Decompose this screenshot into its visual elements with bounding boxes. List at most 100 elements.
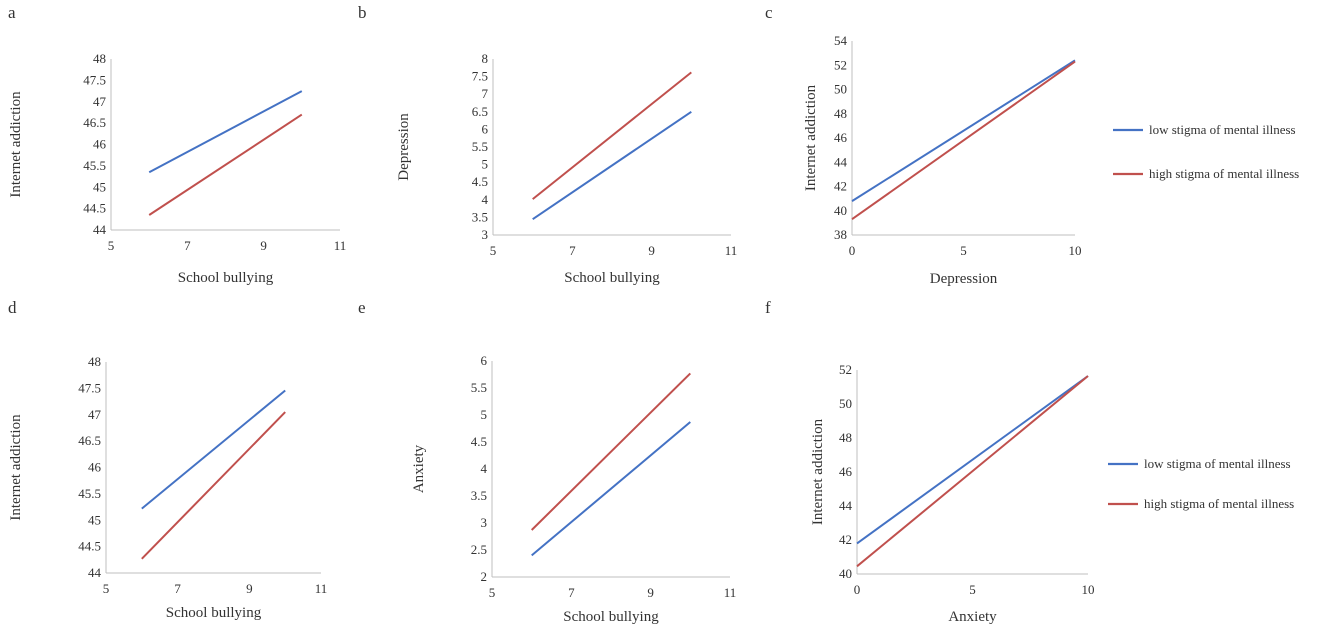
panel-b-x-tick-label: 5 (490, 243, 497, 258)
panel-a-y-tick-label: 47 (93, 94, 107, 109)
panel-f-y-tick-label: 46 (839, 464, 853, 479)
panel-f-y-tick-label: 42 (839, 532, 852, 547)
panel-c-y-tick-label: 54 (834, 33, 848, 48)
panel-a-y-tick-label: 45 (93, 179, 106, 194)
panel-c-y-tick-label: 44 (834, 154, 848, 169)
panel-d-y-tick-label: 47.5 (78, 380, 101, 395)
panel-e-y-tick-label: 3 (481, 515, 488, 530)
panel-e-y-tick-label: 6 (481, 353, 488, 368)
panel-b-series-low-line (532, 110, 692, 221)
panel-a-x-tick-label: 7 (184, 238, 191, 253)
panel-c-x-tick-label: 5 (960, 243, 967, 258)
panel-a-y-tick-label: 48 (93, 51, 106, 66)
panel-a-y-tick-label: 44.5 (83, 201, 106, 216)
legend-top-label-low: low stigma of mental illness (1149, 122, 1296, 137)
panel-c-y-axis-title: Internet addiction (803, 84, 819, 191)
panel-b-y-tick-label: 8 (482, 51, 489, 66)
panel-e-x-tick-label: 9 (647, 585, 654, 600)
panel-e-x-tick-label: 11 (724, 585, 737, 600)
panel-b-y-tick-label: 5.5 (472, 139, 488, 154)
panel-d-y-axis-title: Internet addiction (8, 414, 24, 521)
panel-d-y-tick-label: 46.5 (78, 433, 101, 448)
panel-c-y-tick-label: 52 (834, 57, 847, 72)
panel-e-series-high-line (530, 372, 692, 531)
panel-a-x-axis-title: School bullying (178, 270, 274, 286)
panel-c-x-tick-label: 10 (1069, 243, 1082, 258)
panel-a-x-tick-label: 9 (260, 238, 267, 253)
panel-e-x-tick-label: 7 (568, 585, 575, 600)
panel-f-series-low-line (856, 375, 1089, 545)
panel-d-y-tick-label: 45 (88, 512, 101, 527)
panel-a-y-tick-label: 46.5 (83, 115, 106, 130)
panel-f-x-tick-label: 5 (969, 582, 976, 597)
panel-a-x-tick-label: 11 (334, 238, 347, 253)
panel-a-y-tick-label: 45.5 (83, 158, 106, 173)
panel-b-y-tick-label: 7 (482, 86, 489, 101)
panel-b-y-tick-label: 4.5 (472, 174, 488, 189)
panel-c-y-tick-label: 38 (834, 227, 847, 242)
panel-e-y-tick-label: 5.5 (471, 380, 487, 395)
panel-e-y-tick-label: 2 (481, 569, 488, 584)
panel-e-y-tick-label: 3.5 (471, 488, 487, 503)
panel-a-series-low-line (148, 90, 303, 174)
panel-e-y-axis-title: Anxiety (411, 444, 427, 493)
panel-e-y-tick-label: 2.5 (471, 542, 487, 557)
panel-f-x-tick-label: 10 (1082, 582, 1095, 597)
panel-d-series-high-line (141, 411, 286, 560)
panel-e-y-tick-label: 5 (481, 407, 488, 422)
panel-d-x-axis-title: School bullying (166, 605, 262, 621)
panel-e-x-tick-label: 5 (489, 585, 496, 600)
panel-c-x-axis-title: Depression (930, 271, 998, 287)
panel-c-y-tick-label: 42 (834, 179, 847, 194)
panel-c-y-tick-label: 46 (834, 130, 848, 145)
panel-b-x-axis-title: School bullying (564, 270, 660, 286)
panel-b-y-tick-label: 3.5 (472, 209, 488, 224)
panel-d-series-low-line (141, 389, 286, 510)
panel-e-x-axis-title: School bullying (563, 609, 659, 625)
panel-e-letter: e (358, 298, 366, 317)
panel-c-y-tick-label: 48 (834, 106, 847, 121)
panel-e-series-low-line (531, 421, 691, 557)
panel-d-x-tick-label: 9 (246, 581, 253, 596)
legend-bottom-label-low: low stigma of mental illness (1144, 456, 1291, 471)
panel-a-y-axis-title: Internet addiction (8, 91, 24, 198)
panel-b-y-tick-label: 7.5 (472, 69, 488, 84)
panel-c-x-tick-label: 0 (849, 243, 856, 258)
panel-a-x-tick-label: 5 (108, 238, 115, 253)
panel-d-letter: d (8, 298, 17, 317)
panel-b-y-tick-label: 6.5 (472, 104, 488, 119)
panel-c-letter: c (765, 3, 773, 22)
panel-c-series-low-line (851, 59, 1076, 202)
panel-d-x-tick-label: 11 (315, 581, 328, 596)
panel-a-series-high-line (148, 113, 303, 216)
panel-d-x-tick-label: 5 (103, 581, 110, 596)
panel-b-y-tick-label: 5 (482, 157, 489, 172)
panel-d-x-tick-label: 7 (174, 581, 181, 596)
panel-f-y-tick-label: 44 (839, 498, 853, 513)
panel-f-y-axis-title: Internet addiction (810, 418, 826, 525)
panel-c-y-tick-label: 50 (834, 82, 847, 97)
panel-b-x-tick-label: 7 (569, 243, 576, 258)
panel-b-y-axis-title: Depression (396, 113, 412, 181)
panel-b-y-tick-label: 6 (482, 121, 489, 136)
panel-f-y-tick-label: 40 (839, 566, 852, 581)
panel-e-y-tick-label: 4.5 (471, 434, 487, 449)
panel-f-letter: f (765, 298, 771, 317)
panel-d-y-tick-label: 44 (88, 565, 102, 580)
panel-d-y-tick-label: 44.5 (78, 539, 101, 554)
panel-d-y-tick-label: 45.5 (78, 486, 101, 501)
panel-b-x-tick-label: 9 (648, 243, 655, 258)
legend-top-label-high: high stigma of mental illness (1149, 166, 1299, 181)
panel-a-y-tick-label: 44 (93, 222, 107, 237)
panel-f-x-tick-label: 0 (854, 582, 861, 597)
panel-b-letter: b (358, 3, 367, 22)
panel-f-y-tick-label: 48 (839, 430, 852, 445)
panel-b-x-tick-label: 11 (725, 243, 738, 258)
panel-f-x-axis-title: Anxiety (948, 609, 997, 625)
panel-f-y-tick-label: 50 (839, 396, 852, 411)
panel-d-y-tick-label: 46 (88, 460, 102, 475)
panel-a-letter: a (8, 3, 16, 22)
panel-d-y-tick-label: 48 (88, 354, 101, 369)
panel-c-y-tick-label: 40 (834, 203, 847, 218)
